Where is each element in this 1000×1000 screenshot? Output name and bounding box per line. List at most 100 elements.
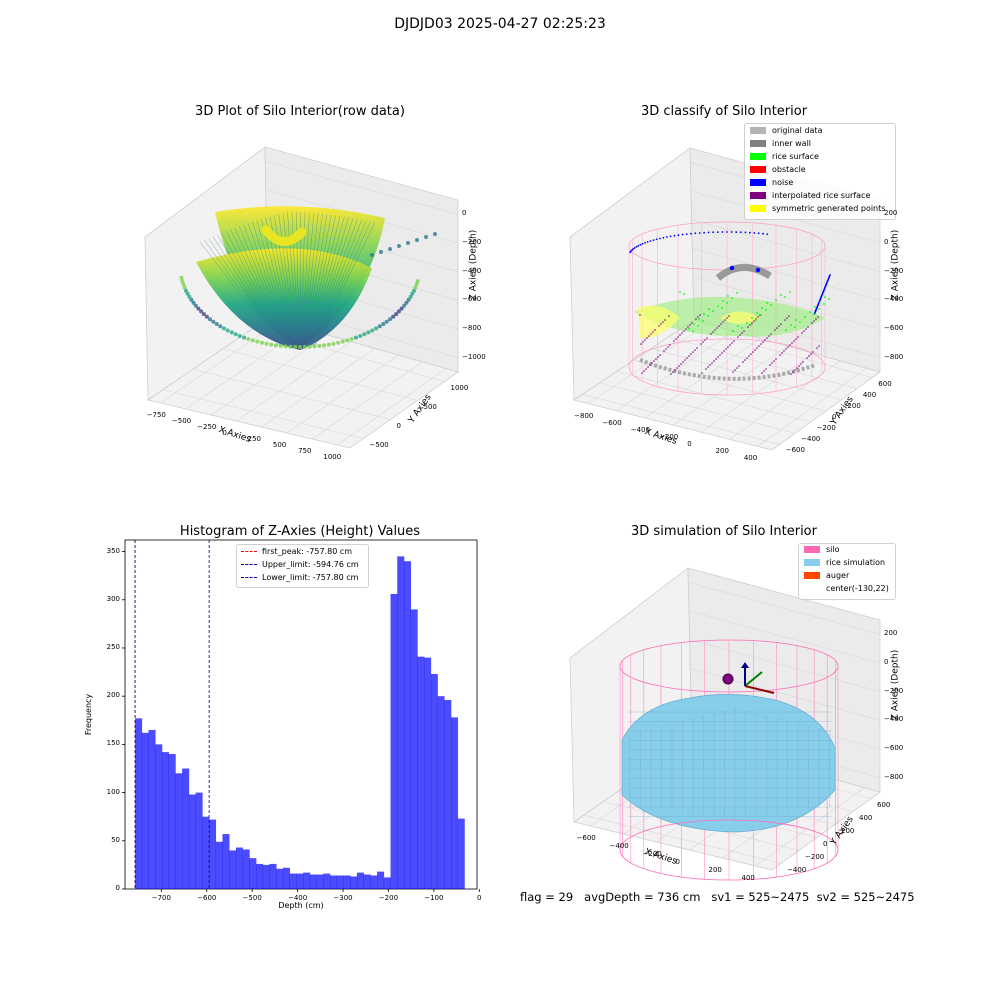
plot2-rice-point [707,315,709,317]
plot2-noise-point [673,234,676,237]
histogram-bar [222,834,230,889]
plot2-noise-point [635,245,638,248]
plot1-data-point [283,344,288,349]
legend-line-swatch [241,551,257,552]
plot1-data-point [415,279,420,284]
plot2-interp-point [815,318,817,320]
plot2-rice-point [780,294,782,296]
histogram-bar [323,873,331,889]
plot2-interp-point [688,355,690,357]
plot2-interp-point [719,354,721,356]
plot2-interp-point [742,361,744,363]
plot2-original-data-arc [639,358,816,381]
plot2-interp-point [676,367,678,369]
histogram-bar [444,700,452,889]
plot2-interp-point [639,314,641,316]
legend-entry: rice simulation [804,558,885,567]
plot1-data-point [293,344,298,349]
footer-sv1: sv1 = 525~2475 [711,890,810,904]
plot1-data-point [264,341,269,346]
plot1-data-point [269,342,274,347]
plot2-rice-point [736,292,738,294]
plot2-interp-point [808,355,810,357]
plot2-rice-point [790,324,792,326]
legend-swatch [750,166,766,173]
plot2-noise-point [655,238,658,241]
plot2-interp-point [675,338,677,340]
footer-avg-depth: avgDepth = 736 cm [584,890,701,904]
plot1-data-point [196,306,201,311]
plot1-data-point [184,288,188,293]
plot1-data-point [182,285,187,290]
histogram-bar [182,768,190,889]
plot1-floor-pane [147,317,459,449]
plot2-interp-point [785,348,787,350]
plot2-interp-point [672,371,674,373]
plot1-data-point [214,322,219,326]
plot2-interp-point [736,367,738,369]
legend-label: first_peak: -757.80 cm [262,547,353,556]
plot1-data-point [370,253,374,257]
plot1-data-point [322,343,327,348]
z-tick-label: −400 [884,715,904,724]
plot2-interp-point [664,319,666,321]
plot2-interp-point [739,334,741,336]
plot2-interp-point [794,369,796,371]
plot1-data-point [250,338,255,343]
plot2-noise-point [685,233,688,236]
plot2-interp-point [712,331,714,333]
legend-swatch [750,192,766,199]
plot1-data-point [410,291,415,296]
plot2-interp-point [760,343,762,345]
histogram-bar [195,792,203,889]
plot1-title: 3D Plot of Silo Interior(row data) [195,104,405,119]
legend-label: Upper_limit: -594.76 cm [262,560,359,569]
plot2-interp-point [663,350,665,352]
plot1-data-point [345,338,350,343]
plot1-data-point [414,282,419,287]
histogram-legend-entry: first_peak: -757.80 cm [241,547,352,556]
histogram-x-tick: −700 [151,894,171,902]
legend-entry: original data [750,126,822,135]
plot1-data-point [211,319,216,324]
histogram-legend-entry: Upper_limit: -594.76 cm [241,560,359,569]
legend-entry: symmetric generated points [750,204,885,213]
plot2-interp-point [766,337,768,339]
plot2-interp-point [659,354,661,356]
plot2-interp-point [722,321,724,323]
z-tick-label: −600 [884,324,904,332]
plot1-data-point [404,300,409,305]
plot2-interp-point [733,340,735,342]
legend-label: interpolated rice surface [772,191,871,200]
plot1-data-point [204,314,209,319]
plot1-data-point [353,335,358,340]
plot1-data-point [381,322,386,326]
histogram-bar [336,875,344,889]
plot2-interp-point [660,323,662,325]
plot4-legend: silo rice simulation auger center(-130,22) [798,543,896,600]
plot1-yellow-blob [261,225,307,246]
y-tick-label: 500 [423,402,437,411]
z-tick-label: −1000 [462,352,486,361]
histogram-bar [397,556,405,889]
histogram-bar [148,729,156,889]
histogram-y-tick: 200 [106,691,120,700]
plot4-title: 3D simulation of Silo Interior [631,524,817,539]
plot4-z-arrowhead [741,662,749,668]
plot1-data-point [221,326,226,331]
plot2-noise-point [652,239,655,242]
plot4-silo-bottom [619,819,839,881]
plot1-data-point [377,324,382,329]
plot2-noise-point [659,237,661,240]
histogram-bar [424,657,432,889]
plot2-interp-point [662,321,664,323]
legend-label: obstacle [772,165,806,174]
legend-entry: interpolated rice surface [750,191,870,200]
plot2-interp-point [697,316,699,318]
plot2-interp-point [743,330,745,332]
plot2-interp-point [816,347,818,349]
plot2-rice-point [692,330,694,332]
plot1-data-point [298,345,302,349]
footer-sv2: sv2 = 525~2475 [816,890,915,904]
plot1-data-point [433,232,437,236]
